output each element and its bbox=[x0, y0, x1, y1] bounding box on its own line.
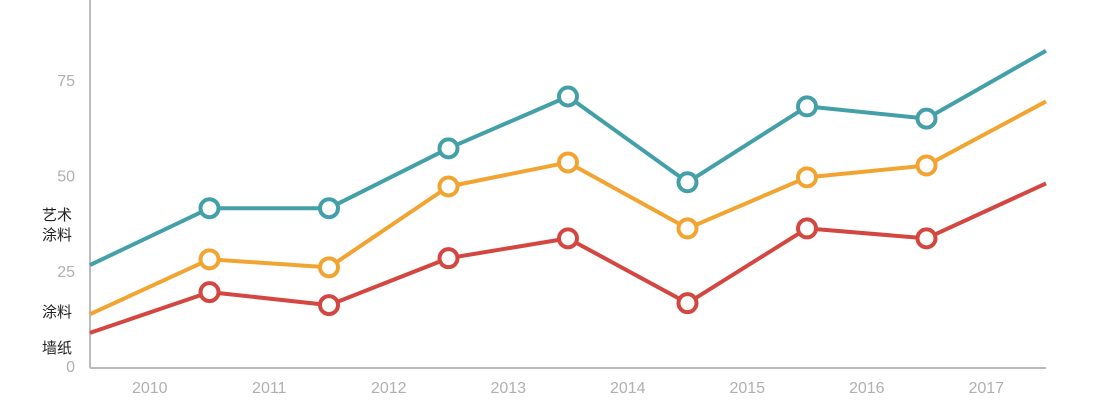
point-marker bbox=[676, 217, 699, 240]
y-tick-label: 75 bbox=[57, 73, 75, 90]
point-marker bbox=[557, 227, 579, 250]
point-marker bbox=[676, 292, 699, 315]
point-marker bbox=[437, 175, 460, 198]
point-marker bbox=[796, 217, 818, 240]
series-label: 艺术涂料 bbox=[42, 206, 73, 244]
point-marker bbox=[198, 281, 221, 304]
point-marker bbox=[915, 107, 938, 130]
point-marker bbox=[198, 197, 221, 220]
x-tick-label: 2010 bbox=[132, 380, 168, 397]
x-tick-label: 2011 bbox=[252, 380, 287, 397]
x-tick-label: 2017 bbox=[968, 380, 1004, 397]
point-marker bbox=[437, 137, 460, 160]
x-tick-label: 2016 bbox=[849, 380, 885, 397]
point-marker bbox=[318, 197, 340, 220]
series-line bbox=[89, 181, 1047, 335]
series-label: 墙纸 bbox=[42, 339, 73, 357]
x-tick-label: 2012 bbox=[371, 380, 407, 397]
x-tick-label: 2014 bbox=[610, 380, 646, 397]
y-tick-label: 25 bbox=[57, 264, 75, 281]
point-marker bbox=[318, 256, 340, 279]
x-tick-label: 2015 bbox=[729, 380, 765, 397]
point-marker bbox=[557, 151, 579, 174]
series-label: 涂料 bbox=[42, 303, 73, 321]
point-marker bbox=[318, 294, 340, 317]
point-marker bbox=[676, 171, 699, 194]
point-marker bbox=[915, 154, 938, 177]
x-tick-label: 2013 bbox=[490, 380, 526, 397]
point-marker bbox=[915, 227, 938, 250]
y-tick-label: 50 bbox=[57, 169, 75, 186]
point-marker bbox=[198, 248, 221, 271]
point-marker bbox=[796, 166, 818, 189]
y-tick-label: 0 bbox=[66, 359, 75, 376]
point-marker bbox=[796, 95, 818, 118]
point-marker bbox=[437, 247, 460, 270]
point-marker bbox=[557, 85, 579, 108]
